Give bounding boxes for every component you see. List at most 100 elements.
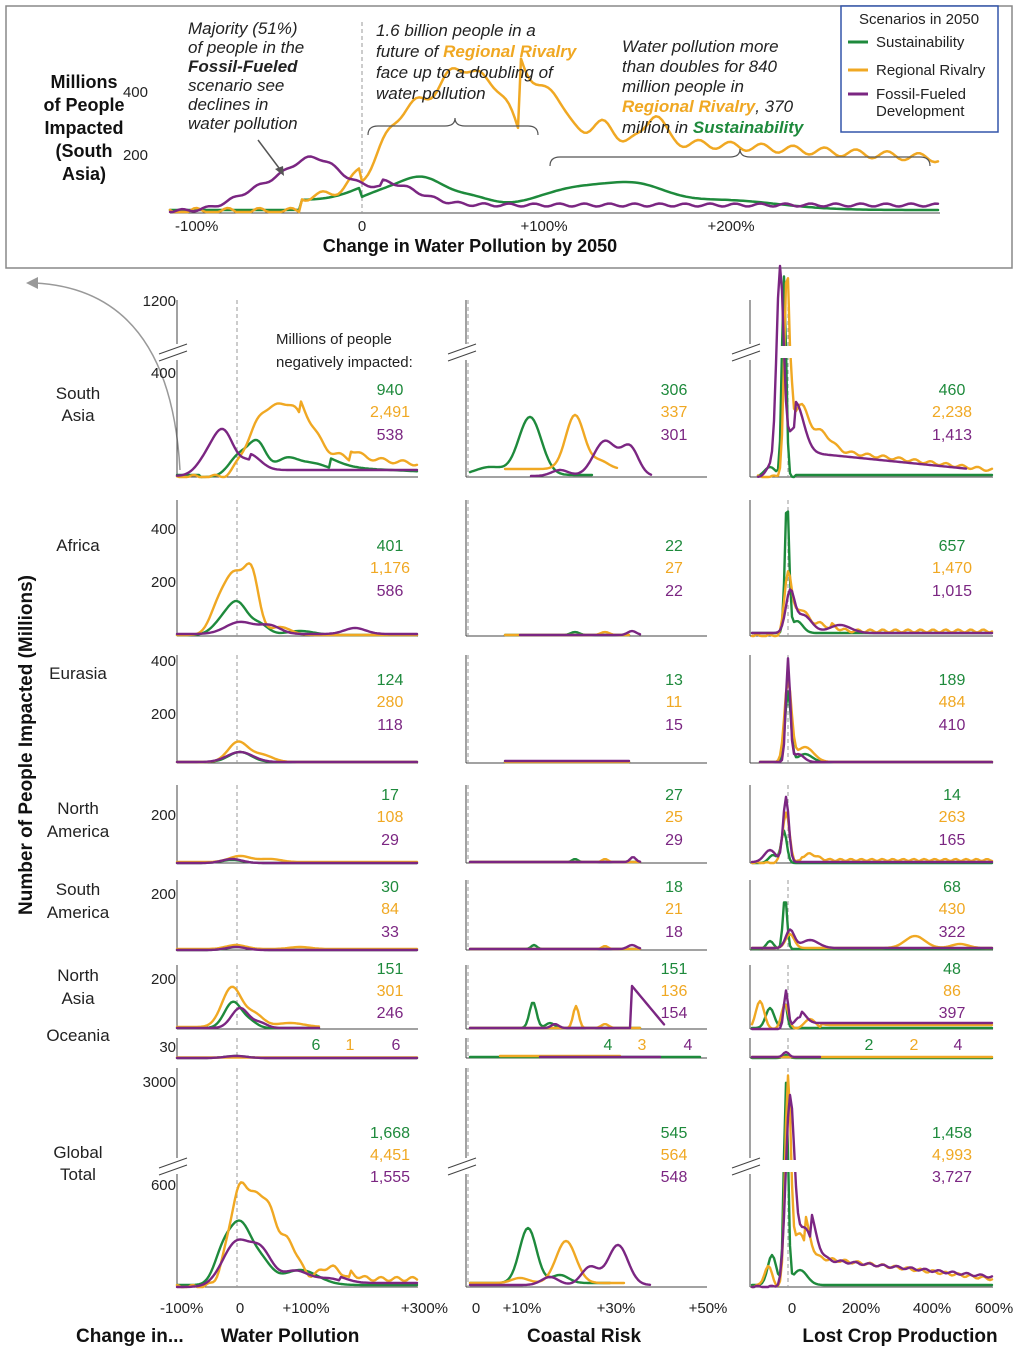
legend-item: Regional Rivalry: [876, 62, 986, 79]
x-tick-label: 400%: [913, 1300, 951, 1317]
series-sustainability: [750, 1003, 994, 1030]
annotation-majority: declines in: [188, 95, 268, 114]
inset-xtick: +200%: [707, 218, 754, 235]
impact-value: 30: [381, 879, 399, 896]
series-fossil-fueled: [175, 620, 419, 636]
inset-ylabel-line: of People: [43, 95, 124, 115]
x-tick-label: 0: [788, 1300, 796, 1317]
impact-value: 1,555: [370, 1169, 410, 1186]
impact-value: 15: [665, 717, 683, 734]
annotation-majority: water pollution: [188, 114, 298, 133]
impact-value: 3: [638, 1037, 647, 1054]
impact-value: 564: [661, 1147, 688, 1164]
series-regional-rivalry: [175, 943, 419, 951]
series-fossil-fueled: [750, 928, 994, 950]
impact-value: 1,458: [932, 1125, 972, 1142]
impact-value: 136: [661, 983, 688, 1000]
annotation-majority: of people in the: [188, 38, 304, 57]
region-label: North: [57, 799, 99, 818]
impact-value: 1,668: [370, 1125, 410, 1142]
y-tick-label: 400: [151, 653, 176, 670]
impact-value: 263: [939, 809, 966, 826]
region-label: South: [56, 880, 100, 899]
peak-break-gap: [778, 346, 798, 358]
inset-ytick: 400: [123, 84, 148, 101]
series-regional-rivalry: [468, 1239, 626, 1285]
impact-value: 460: [939, 382, 966, 399]
impact-value: 11: [666, 694, 683, 711]
annotation-majority: scenario see: [188, 76, 284, 95]
impact-value: 322: [939, 924, 966, 941]
x-change-label: Change in...: [76, 1326, 184, 1347]
series-fossil-fueled: [175, 857, 419, 865]
impact-value: 84: [381, 901, 399, 918]
x-tick-label: +30%: [597, 1300, 636, 1317]
impact-value: 3,727: [932, 1169, 972, 1186]
column-title: Lost Crop Production: [802, 1326, 997, 1347]
impact-value: 301: [377, 983, 404, 1000]
impact-value: 22: [665, 538, 683, 555]
y-tick-label: 3000: [143, 1074, 176, 1091]
inset-xtick: 0: [358, 218, 366, 235]
impact-value: 337: [661, 404, 688, 421]
x-tick-label: +300%: [401, 1300, 448, 1317]
annotation-regional-part-0: future of: [376, 42, 443, 61]
impact-value: 29: [665, 832, 683, 849]
impact-value: 401: [377, 538, 404, 555]
note-line: negatively impacted:: [276, 354, 413, 371]
axis-break-mark: [158, 350, 188, 362]
impact-value: 33: [381, 924, 399, 941]
y-tick-label: 200: [151, 807, 176, 824]
annotation-regional: water pollution: [376, 84, 486, 103]
impact-value: 548: [661, 1169, 688, 1186]
legend-item: Development: [876, 103, 965, 120]
impact-value: 27: [665, 787, 683, 804]
impact-value: 586: [377, 583, 404, 600]
impact-value: 48: [943, 961, 961, 978]
series-fossil-fueled: [175, 945, 419, 952]
axis-break-mark: [447, 343, 477, 355]
axis-break-mark: [158, 343, 188, 355]
axis-break-gap: [173, 1158, 181, 1174]
region-label: Eurasia: [49, 664, 107, 683]
series-fossil-fueled: [468, 984, 666, 1030]
impact-value: 18: [665, 924, 683, 941]
series-fossil-fueled: [175, 1054, 419, 1060]
x-tick-label: -100%: [160, 1300, 203, 1317]
x-tick-label: +50%: [689, 1300, 728, 1317]
inset-ylabel-line: (South: [56, 141, 113, 161]
y-tick-label: 1200: [143, 293, 176, 310]
annotation-regional: 1.6 billion people in a: [376, 21, 536, 40]
series-sustainability: [750, 1081, 994, 1287]
impact-value: 124: [377, 672, 404, 689]
impact-value: 940: [377, 382, 404, 399]
series-fossil-fueled: [175, 427, 419, 477]
brace-regional: [367, 117, 539, 136]
impact-value: 397: [939, 1005, 966, 1022]
impact-value: 484: [939, 694, 966, 711]
arrow-head-icon: [275, 166, 284, 176]
series-fossil-fueled: [468, 943, 642, 951]
column-title: Coastal Risk: [527, 1326, 641, 1347]
impact-value: 4,451: [370, 1147, 410, 1164]
impact-value: 280: [377, 694, 404, 711]
series-sustainability: [468, 415, 594, 477]
series-fossil-fueled: [758, 657, 994, 764]
region-label: Africa: [56, 536, 100, 555]
impact-value: 18: [665, 879, 683, 896]
impact-value: 1,413: [932, 427, 972, 444]
annotation-water-doubles: than doubles for 840: [622, 57, 778, 76]
axis-break-mark: [731, 1157, 761, 1169]
annotation-regional: face up to a doubling of: [376, 63, 555, 82]
impact-value: 189: [939, 672, 966, 689]
impact-value: 430: [939, 901, 966, 918]
axis-break-mark: [447, 1164, 477, 1176]
impact-value: 2,491: [370, 404, 410, 421]
impact-value: 6: [392, 1037, 401, 1054]
impact-value: 301: [661, 427, 688, 444]
annotation-majority: Fossil-Fueled: [188, 57, 298, 76]
impact-value: 6: [312, 1037, 321, 1054]
inset-ylabel-line: Impacted: [44, 118, 123, 138]
x-tick-label: 600%: [975, 1300, 1013, 1317]
series-regional-rivalry: [756, 277, 994, 479]
